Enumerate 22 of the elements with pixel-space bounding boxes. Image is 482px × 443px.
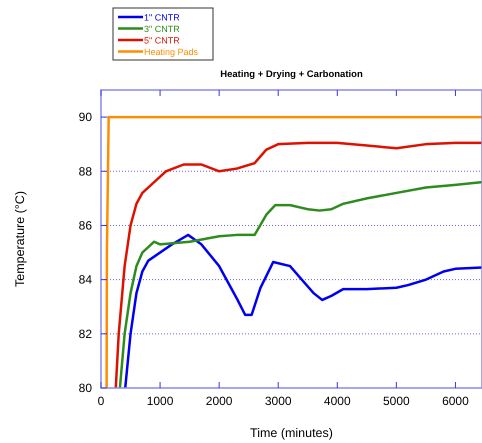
x-tick-label: 5000 xyxy=(382,394,410,408)
chart-title: Heating + Drying + Carbonation xyxy=(220,69,363,80)
y-tick-label: 80 xyxy=(78,381,92,395)
x-tick-label: 6000 xyxy=(442,394,470,408)
y-tick-label: 88 xyxy=(78,164,92,178)
x-axis-title: Time (minutes) xyxy=(250,426,333,440)
y-tick-label: 82 xyxy=(78,326,92,341)
y-tick-label: 86 xyxy=(78,218,92,232)
x-tick-label: 1000 xyxy=(146,394,174,408)
legend-label: 3" CNTR xyxy=(144,24,180,34)
line-series xyxy=(124,234,482,388)
x-tick-label: 0 xyxy=(98,394,105,408)
x-tick-label: 3000 xyxy=(264,394,292,408)
legend-label: 5" CNTR xyxy=(144,36,180,46)
y-tick-label: 84 xyxy=(78,272,92,287)
x-tick-label: 2000 xyxy=(206,394,233,408)
legend-label: Heating Pads xyxy=(144,47,199,57)
y-tick-label: 90 xyxy=(78,110,92,124)
y-axis-title: Temperature (°C) xyxy=(13,191,27,287)
legend-label: 1" CNTR xyxy=(144,12,180,22)
x-tick-label: 4000 xyxy=(324,394,351,408)
line-series xyxy=(118,180,482,388)
